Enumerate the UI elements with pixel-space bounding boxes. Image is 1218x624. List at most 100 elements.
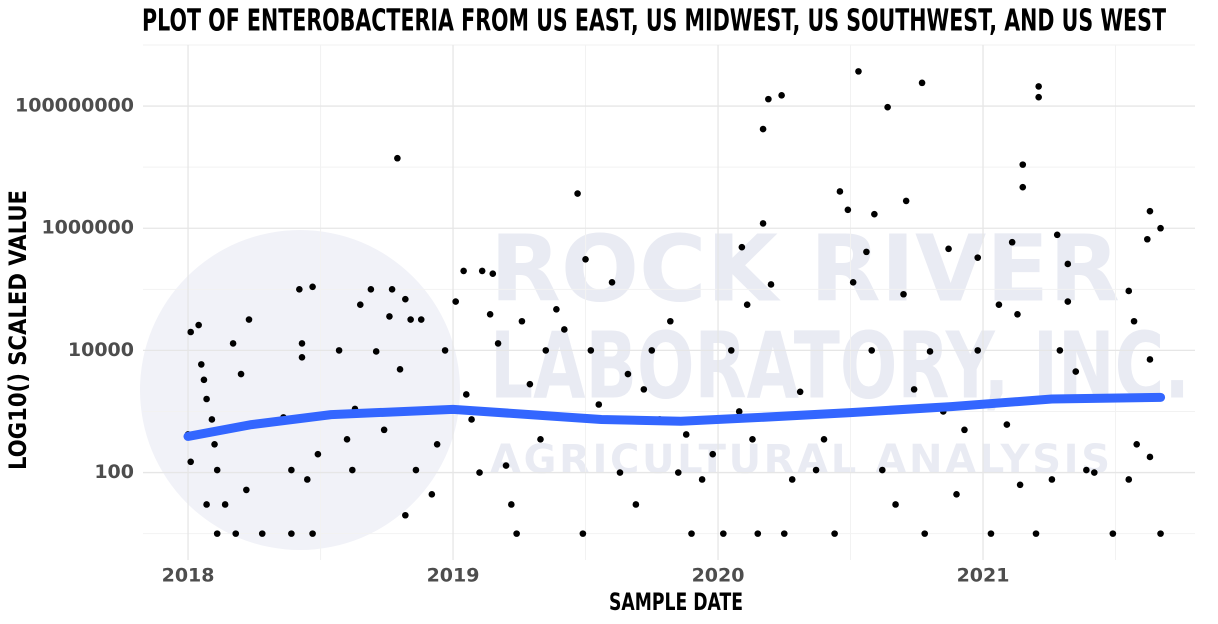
data-point xyxy=(1035,93,1042,101)
data-point xyxy=(688,530,695,537)
data-point xyxy=(221,501,229,508)
data-point xyxy=(759,220,767,227)
data-point xyxy=(258,530,266,537)
data-point xyxy=(237,370,245,378)
data-point xyxy=(518,317,526,325)
data-point xyxy=(1019,183,1027,191)
data-point xyxy=(892,501,899,508)
data-point xyxy=(698,476,706,483)
data-point xyxy=(1130,317,1138,325)
data-point xyxy=(1091,469,1098,476)
data-point xyxy=(1157,530,1164,537)
data-point xyxy=(1109,530,1117,537)
data-point xyxy=(727,347,735,354)
data-point xyxy=(871,210,878,218)
data-point xyxy=(616,469,624,476)
data-point xyxy=(579,530,587,537)
data-point xyxy=(203,501,210,508)
data-point xyxy=(309,283,316,291)
data-point xyxy=(1003,421,1011,428)
data-point xyxy=(743,301,751,308)
data-point xyxy=(309,530,316,537)
data-point xyxy=(478,267,486,275)
data-point xyxy=(1048,476,1056,483)
data-point xyxy=(476,469,483,476)
data-point xyxy=(372,348,380,355)
data-point xyxy=(187,458,194,466)
data-point xyxy=(296,286,303,293)
data-point xyxy=(197,361,205,368)
data-point xyxy=(767,281,775,288)
data-point xyxy=(243,486,250,494)
data-point xyxy=(537,436,544,443)
data-point xyxy=(356,301,364,308)
y-tick-label: 10000 xyxy=(68,339,134,361)
watermark-text: ROCK RIVER xyxy=(490,215,1120,322)
data-point xyxy=(754,530,762,537)
data-point xyxy=(624,370,632,378)
x-tick-label: 2019 xyxy=(427,565,480,587)
data-point xyxy=(780,530,788,537)
data-point xyxy=(195,321,202,329)
data-point xyxy=(208,416,216,423)
data-point xyxy=(884,103,891,111)
data-point xyxy=(574,190,581,197)
data-point xyxy=(486,310,494,318)
data-point xyxy=(1014,310,1021,318)
data-point xyxy=(213,466,221,474)
watermark-text: LABORATORY, INC. xyxy=(490,312,1190,419)
data-point xyxy=(900,290,907,298)
data-point xyxy=(407,316,414,323)
data-point xyxy=(349,466,356,474)
data-point xyxy=(1064,298,1072,305)
data-point xyxy=(561,326,568,333)
data-point xyxy=(394,154,401,162)
data-point xyxy=(831,530,838,537)
data-point xyxy=(682,431,690,438)
x-axis-title: SAMPLE DATE xyxy=(609,588,743,616)
data-point xyxy=(1146,453,1154,461)
watermark-tagline: AGRICULTURAL ANALYSIS xyxy=(490,437,1110,483)
data-point xyxy=(926,348,934,355)
data-point xyxy=(417,316,425,323)
data-point xyxy=(974,254,982,261)
data-point xyxy=(674,469,682,476)
data-point xyxy=(953,491,960,498)
chart-title: PLOT OF ENTEROBACTERIA FROM US EAST, US … xyxy=(142,4,1166,39)
data-point xyxy=(820,436,828,443)
data-point xyxy=(298,340,306,347)
data-point xyxy=(921,530,929,537)
data-point xyxy=(288,466,295,474)
data-point xyxy=(1032,530,1040,537)
data-point xyxy=(396,366,404,373)
data-point xyxy=(211,441,218,448)
data-point xyxy=(788,476,796,483)
data-point xyxy=(1144,235,1151,243)
data-point xyxy=(765,95,772,103)
data-point xyxy=(303,476,311,483)
data-point xyxy=(314,450,322,458)
y-axis-title: LOG10() SCALED VALUE xyxy=(4,190,32,470)
data-point xyxy=(386,313,393,320)
data-point xyxy=(1157,224,1164,232)
data-point xyxy=(335,347,343,354)
data-point xyxy=(460,267,467,275)
data-point xyxy=(412,466,420,474)
data-point xyxy=(452,298,459,305)
data-point xyxy=(513,530,520,537)
data-point xyxy=(402,511,409,519)
data-point xyxy=(735,408,743,415)
data-point xyxy=(1053,231,1061,239)
data-point xyxy=(380,426,388,434)
data-point xyxy=(720,530,727,537)
data-point xyxy=(918,79,926,87)
data-point xyxy=(863,248,870,256)
data-point xyxy=(200,376,208,384)
data-point xyxy=(1008,238,1016,246)
data-point xyxy=(441,347,449,354)
data-point xyxy=(1146,356,1154,363)
data-point xyxy=(1133,441,1141,448)
data-point xyxy=(648,347,656,354)
data-point xyxy=(1146,207,1154,215)
